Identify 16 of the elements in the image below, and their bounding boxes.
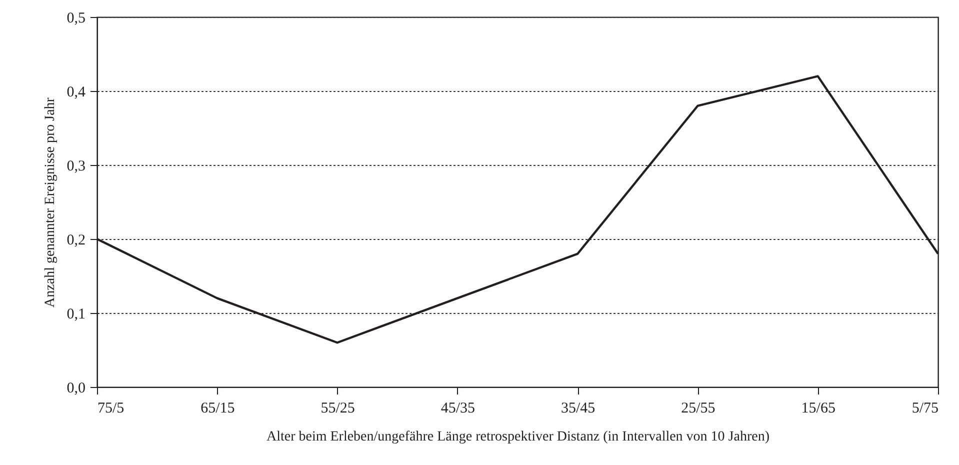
y-tick-label: 0,3 [66,158,86,174]
y-tick-label: 0,1 [66,306,86,322]
x-tick-label: 45/35 [440,400,476,416]
x-axis-title: Alter beim Erleben/ungefähre Länge retrospektiver Distanz (in Intervallen von 10 Jahren) [266,430,770,444]
x-tick-label: 65/15 [200,400,235,416]
x-tick-label: 35/45 [560,400,596,416]
x-tick-label: 25/55 [681,400,716,416]
y-tick-label: 0,0 [66,380,86,396]
y-tick-label: 0,5 [66,10,86,26]
y-tick-label: 0,4 [66,84,86,100]
y-tick-label: 0,2 [66,232,86,248]
y-axis-title: Anzahl genannter Ereignisse pro Jahr [42,97,58,308]
x-tick-label: 55/25 [320,400,355,416]
x-tick-label: 75/5 [98,400,124,416]
x-tick-label: 15/65 [801,400,836,416]
x-tick-label: 5/75 [912,400,938,416]
